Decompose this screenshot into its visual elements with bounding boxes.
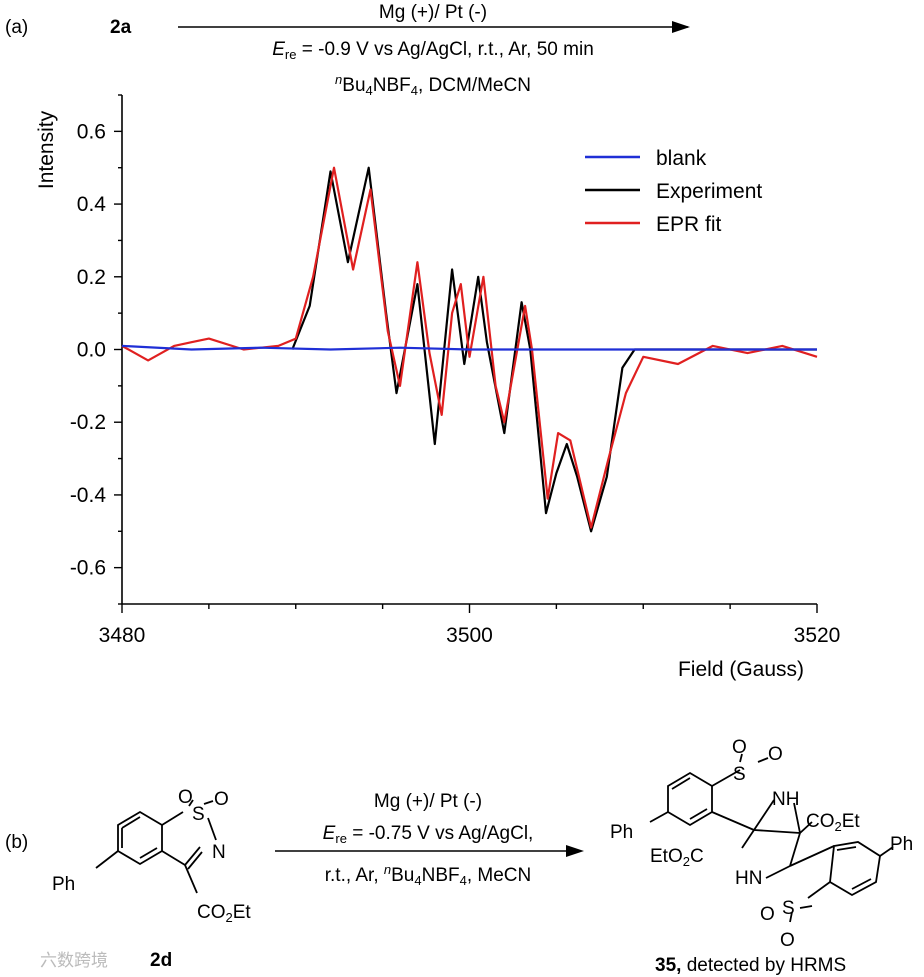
atom-o-upper-2: O [768, 744, 783, 765]
phenyl-label-35-left: Ph [610, 822, 633, 843]
atom-o1-2d: O [178, 787, 193, 808]
ester-label-35-left: EtO2C [650, 846, 704, 869]
watermark: 六数跨境 [40, 951, 108, 970]
arrowhead-a [672, 21, 690, 33]
epr-fit-series-line [121, 166, 818, 529]
atom-s-upper: S [733, 764, 746, 785]
chart-tick-labels: 0.6 0.4 0.2 0.0 -0.2 -0.4 -0.6 3480 3500 3520 [70, 120, 841, 647]
y-tick-label: -0.6 [70, 557, 106, 580]
x-axis-label: Field (Gauss) [678, 658, 804, 681]
atom-s-2d: S [192, 804, 205, 825]
legend-item-blank-label: blank [656, 147, 707, 170]
benzene-ring-upper [667, 771, 713, 827]
compound-35-label: 35, detected by HRMS [655, 955, 846, 976]
panel-a-label: (a) [5, 17, 28, 38]
atom-o-upper-1: O [732, 737, 747, 758]
atom-o2-2d: O [214, 789, 229, 810]
y-tick-label: -0.2 [70, 411, 106, 434]
ester-label-2d: CO2Et [197, 902, 251, 925]
chart-series [121, 166, 818, 533]
y-tick-label: 0.6 [77, 120, 106, 143]
hn-label: HN [735, 868, 762, 889]
y-tick-label: -0.4 [70, 484, 107, 507]
atom-o-lower-1: O [760, 904, 775, 925]
chart-ticks [114, 94, 818, 613]
x-tick-label: 3500 [446, 624, 493, 647]
phenyl-label-2d: Ph [52, 874, 75, 895]
panel-b-label: (b) [5, 832, 28, 853]
ester-label-35-right: CO2Et [806, 811, 860, 834]
conditions-a-line2: Ere = -0.9 V vs Ag/AgCl, r.t., Ar, 50 mi… [272, 39, 594, 62]
product-35-structure [649, 753, 894, 923]
reactant-2d-structure [95, 799, 217, 894]
conditions-b-line3: r.t., Ar, nBu4NBF4, MeCN [325, 862, 532, 888]
compound-2d-label: 2d [150, 950, 172, 971]
nh-label: NH [772, 789, 799, 810]
compound-2a-label: 2a [110, 17, 132, 38]
phenyl-label-35-right: Ph [890, 834, 913, 855]
epr-chart: 0.6 0.4 0.2 0.0 -0.2 -0.4 -0.6 3480 3500 3520 Int… [35, 94, 841, 681]
conditions-b-line2: Ere = -0.75 V vs Ag/AgCl, [323, 823, 534, 846]
atom-n-2d: N [212, 842, 226, 863]
y-axis-label: Intensity [35, 110, 58, 189]
atom-s-lower: S [782, 898, 795, 919]
atom-o-lower-2: O [780, 930, 795, 951]
arrowhead-b [566, 845, 584, 857]
y-tick-label: 0.4 [77, 193, 107, 216]
y-tick-label: 0.0 [77, 339, 106, 362]
x-tick-label: 3480 [99, 624, 146, 647]
conditions-a-line3: nBu4NBF4, DCM/MeCN [335, 72, 531, 98]
blank-series-line [121, 344, 817, 351]
benzene-ring-2d [117, 810, 163, 866]
x-tick-label: 3520 [794, 624, 841, 647]
conditions-a-line1: Mg (+)/ Pt (-) [379, 2, 487, 23]
legend-item-experiment-label: Experiment [656, 180, 762, 203]
legend-item-epr-fit-label: EPR fit [656, 213, 722, 236]
conditions-b-line1: Mg (+)/ Pt (-) [374, 791, 482, 812]
y-tick-label: 0.2 [77, 266, 106, 289]
chart-legend: blank Experiment EPR fit [585, 147, 762, 236]
